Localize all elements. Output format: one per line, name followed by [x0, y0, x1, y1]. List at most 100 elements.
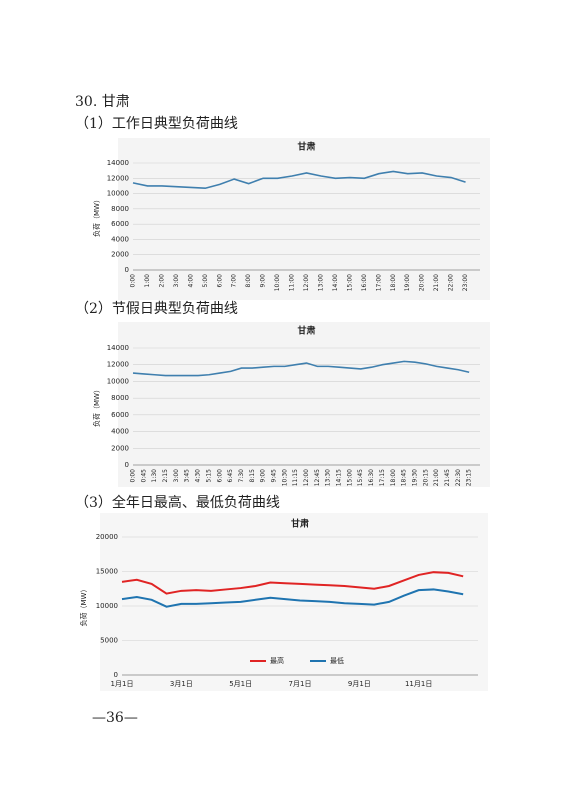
- x-tick-label: 1:30: [151, 469, 158, 483]
- x-tick-label: 15:00: [346, 274, 353, 291]
- chart-title: 甘肃: [297, 325, 315, 337]
- x-tick-label: 17:00: [375, 274, 382, 291]
- x-tick-label: 18:45: [401, 469, 408, 486]
- x-tick-label: 3:45: [184, 469, 191, 483]
- x-tick-label: 0:00: [130, 469, 137, 483]
- x-tick-label: 3:00: [173, 274, 180, 288]
- x-tick-label: 2:15: [162, 469, 169, 483]
- x-tick-label: 9:00: [260, 469, 267, 483]
- chart-frame: [118, 322, 490, 487]
- x-tick-label: 22:30: [455, 469, 462, 486]
- y-tick-label: 2000: [111, 444, 129, 452]
- x-tick-label: 4:30: [195, 469, 202, 483]
- x-tick-label: 8:15: [249, 469, 256, 483]
- x-tick-label: 18:00: [390, 469, 397, 486]
- y-tick-label: 2000: [111, 251, 129, 259]
- x-tick-label: 18:00: [390, 274, 397, 291]
- x-tick-label: 11月1日: [405, 680, 432, 688]
- x-tick-label: 20:00: [419, 274, 426, 291]
- chart-frame: [100, 513, 488, 691]
- y-axis-label: 负荷（MW）: [92, 196, 101, 237]
- x-tick-label: 9月1日: [348, 680, 371, 688]
- x-tick-label: 23:15: [466, 469, 473, 486]
- x-tick-label: 22:00: [448, 274, 455, 291]
- x-tick-label: 12:00: [303, 274, 310, 291]
- x-tick-label: 9:45: [270, 469, 277, 483]
- section-title: （1）工作日典型负荷曲线: [75, 116, 238, 132]
- y-tick-label: 6000: [111, 411, 129, 419]
- y-tick-label: 4000: [111, 428, 129, 436]
- x-tick-label: 12:45: [314, 469, 321, 486]
- x-tick-label: 6:00: [216, 469, 223, 483]
- y-tick-label: 4000: [111, 235, 129, 243]
- y-tick-label: 20000: [96, 533, 118, 541]
- y-tick-label: 10000: [96, 602, 118, 610]
- x-tick-label: 14:00: [332, 274, 339, 291]
- x-tick-label: 10:00: [274, 274, 281, 291]
- y-tick-label: 12000: [107, 174, 129, 182]
- x-tick-label: 4:00: [187, 274, 194, 288]
- x-tick-label: 6:45: [227, 469, 234, 483]
- y-tick-label: 8000: [111, 394, 129, 402]
- y-tick-label: 15000: [96, 568, 118, 576]
- x-tick-label: 5:00: [202, 274, 209, 288]
- y-tick-label: 0: [125, 461, 129, 469]
- heading: 30. 甘肃: [75, 94, 130, 110]
- x-tick-label: 5:15: [205, 469, 212, 483]
- x-tick-label: 7月1日: [289, 680, 312, 688]
- x-tick-label: 10:30: [281, 469, 288, 486]
- x-tick-label: 13:00: [317, 274, 324, 291]
- x-tick-label: 23:00: [462, 274, 469, 291]
- x-tick-label: 19:00: [404, 274, 411, 291]
- line: [132, 170, 466, 190]
- y-tick-label: 10000: [107, 377, 129, 385]
- x-tick-label: 5月1日: [229, 680, 252, 688]
- x-tick-label: 21:00: [433, 274, 440, 291]
- x-tick-label: 19:30: [411, 469, 418, 486]
- x-tick-label: 7:00: [231, 274, 238, 288]
- y-tick-label: 6000: [111, 220, 129, 228]
- x-tick-label: 16:30: [368, 469, 375, 486]
- section-title: （2）节假日典型负荷曲线: [75, 301, 238, 317]
- y-tick-label: 8000: [111, 205, 129, 213]
- x-tick-label: 11:15: [292, 469, 299, 486]
- section-title: （3）全年日最高、最低负荷曲线: [75, 494, 280, 511]
- x-tick-label: 0:00: [130, 274, 137, 288]
- x-tick-label: 12:00: [303, 469, 310, 486]
- x-tick-label: 1月1日: [111, 680, 134, 688]
- y-tick-label: 14000: [107, 344, 129, 352]
- x-tick-label: 21:00: [433, 469, 440, 486]
- y-tick-label: 14000: [107, 159, 129, 167]
- y-axis-label: 负荷（MW）: [79, 586, 88, 627]
- x-tick-label: 16:00: [361, 274, 368, 291]
- x-tick-label: 6:00: [216, 274, 223, 288]
- y-tick-label: 10000: [107, 190, 129, 198]
- x-tick-label: 11:00: [289, 274, 296, 291]
- x-tick-label: 21:45: [444, 469, 451, 486]
- x-tick-label: 15:45: [357, 469, 364, 486]
- y-tick-label: 0: [114, 671, 118, 679]
- page-number: —36—: [92, 710, 138, 726]
- x-tick-label: 20:15: [422, 469, 429, 486]
- line: [121, 588, 464, 608]
- x-tick-label: 1:00: [144, 274, 151, 288]
- chart-frame: [118, 138, 490, 300]
- y-axis-label: 负荷（MW）: [92, 386, 101, 427]
- legend-label: 最高: [270, 656, 284, 665]
- x-tick-label: 13:30: [325, 469, 332, 486]
- x-tick-label: 7:30: [238, 469, 245, 483]
- x-tick-label: 3:00: [173, 469, 180, 483]
- y-tick-label: 12000: [107, 361, 129, 369]
- line: [121, 571, 464, 595]
- y-tick-label: 5000: [100, 637, 118, 645]
- x-tick-label: 2:00: [158, 274, 165, 288]
- x-tick-label: 14:15: [336, 469, 343, 486]
- x-tick-label: 15:00: [346, 469, 353, 486]
- legend-label: 最低: [330, 656, 344, 665]
- y-tick-label: 0: [125, 266, 129, 274]
- chart-title: 甘肃: [297, 141, 315, 153]
- x-tick-label: 3月1日: [170, 680, 193, 688]
- chart-title: 甘肃: [291, 518, 309, 530]
